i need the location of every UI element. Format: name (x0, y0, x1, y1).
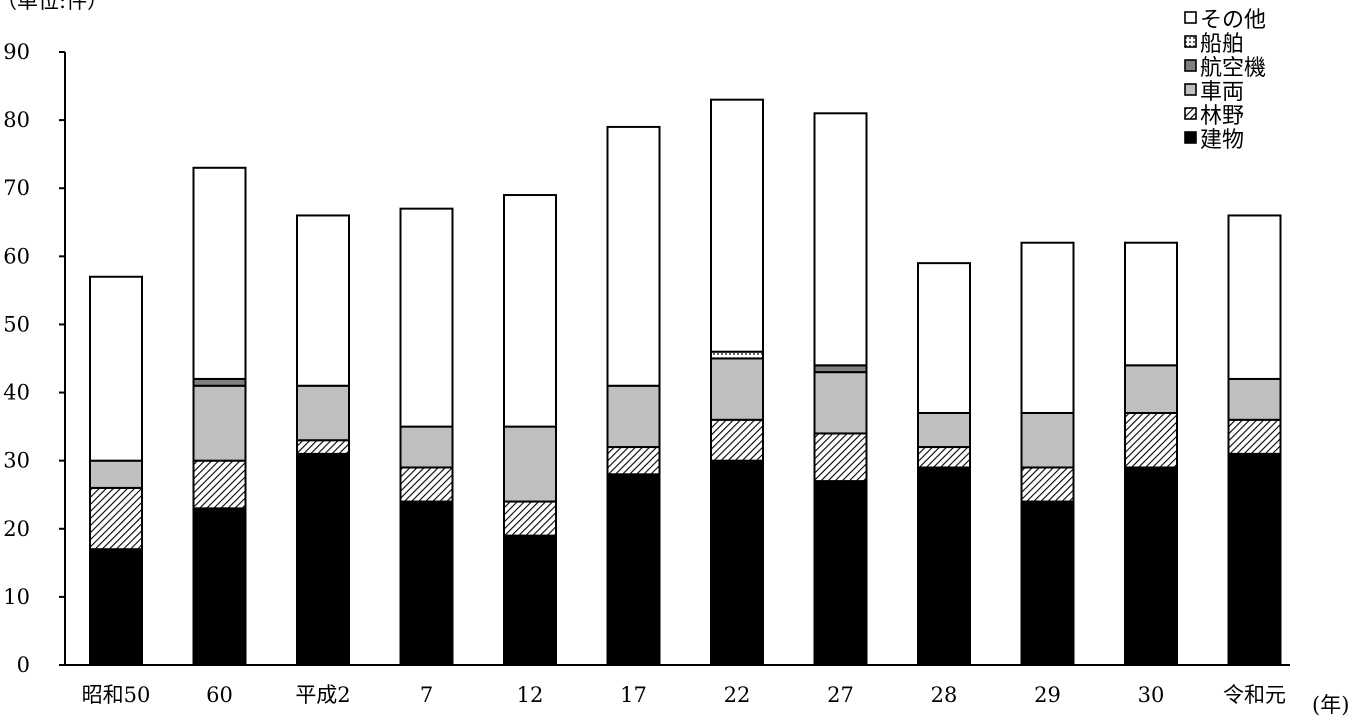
bar-segment (917, 466, 971, 666)
bar-segment (1227, 452, 1282, 666)
x-tick-label: 17 (620, 683, 647, 707)
y-tick-label: 30 (3, 449, 30, 473)
y-tick-label: 20 (3, 517, 30, 541)
legend-swatch (1184, 35, 1197, 48)
bar-segment (813, 371, 868, 435)
bar-segment (89, 548, 143, 667)
bar-segment (1020, 500, 1075, 666)
bar-segment (399, 425, 454, 469)
legend-label: 林野 (1200, 104, 1244, 129)
x-tick-label: 令和元 (1223, 683, 1286, 707)
bar-segment (399, 500, 454, 666)
bar-segment (1227, 214, 1282, 380)
bar-segment (1227, 418, 1282, 455)
bar-segment (89, 486, 143, 551)
bar-segment (1124, 411, 1178, 469)
bar-segment (813, 112, 868, 367)
bar-segment (503, 500, 557, 537)
bar-segment (296, 452, 350, 666)
bar-segment (1124, 241, 1178, 367)
y-tick-label: 0 (17, 653, 30, 677)
y-tick-label: 60 (3, 244, 30, 268)
bar-segment (89, 459, 143, 489)
bar-segment (192, 459, 247, 510)
bar-segment (710, 357, 764, 421)
legend-label: 航空機 (1200, 56, 1266, 81)
bar-segment (813, 364, 868, 374)
legend-swatch (1184, 83, 1197, 96)
legend-label: その他 (1200, 8, 1266, 33)
bar-segment (503, 425, 557, 503)
bar-segment (296, 384, 350, 442)
bar-segment (606, 384, 661, 449)
bar-segment (710, 350, 764, 360)
y-tick-label: 70 (3, 176, 30, 200)
x-tick-label: 22 (724, 683, 751, 707)
bar-segment (917, 446, 971, 469)
legend-label: 船舶 (1200, 32, 1244, 57)
bar-segment (192, 507, 247, 666)
bar-segment (606, 446, 661, 476)
legend-swatch (1184, 107, 1197, 120)
bar-segment (399, 466, 454, 503)
bar-segment (813, 432, 868, 483)
x-tick-label: 29 (1034, 683, 1061, 707)
x-tick-label: 12 (517, 683, 544, 707)
legend-swatch (1184, 59, 1197, 72)
bar-segment (192, 166, 247, 380)
legend-swatch (1184, 131, 1197, 144)
bar-segment (1020, 411, 1075, 469)
bar-segment (1020, 241, 1075, 414)
bar-segment (192, 384, 247, 462)
bar-segment (710, 98, 764, 353)
y-tick-label: 80 (3, 108, 30, 132)
bar-segment (606, 473, 661, 666)
x-tick-label: 28 (931, 683, 958, 707)
bar-segment (1020, 466, 1075, 503)
bar-segment (503, 534, 557, 666)
bar-segment (1124, 466, 1178, 666)
x-tick-label: 昭和50 (82, 683, 151, 707)
x-tick-label: 7 (420, 683, 433, 707)
legend-label: 車両 (1200, 80, 1244, 105)
bar-segment (1227, 377, 1282, 421)
x-tick-label: 30 (1138, 683, 1165, 707)
y-tick-label: 10 (3, 585, 30, 609)
bar-segment (813, 480, 868, 666)
legend-swatch (1184, 11, 1197, 24)
y-unit-label: （単位:件） (0, 0, 108, 13)
y-tick-label: 90 (3, 40, 30, 64)
bar-segment (917, 262, 971, 414)
bar-segment (917, 411, 971, 449)
bar-segment (89, 275, 143, 462)
x-tick-label: 27 (827, 683, 854, 707)
y-tick-label: 40 (3, 381, 30, 405)
bar-segment (710, 418, 764, 462)
x-tick-label: 平成2 (295, 683, 350, 707)
bar-segment (399, 207, 454, 428)
bar-segment (1124, 364, 1178, 414)
bar-segment (192, 377, 247, 387)
bar-segment (296, 439, 350, 455)
x-unit-label: (年) (1312, 693, 1349, 717)
bar-segment (710, 459, 764, 666)
y-tick-label: 50 (3, 312, 30, 336)
bar-segment (606, 125, 661, 387)
bar-segment (503, 194, 557, 428)
legend-label: 建物 (1200, 128, 1244, 153)
x-tick-label: 60 (206, 683, 233, 707)
bar-segment (296, 214, 350, 387)
